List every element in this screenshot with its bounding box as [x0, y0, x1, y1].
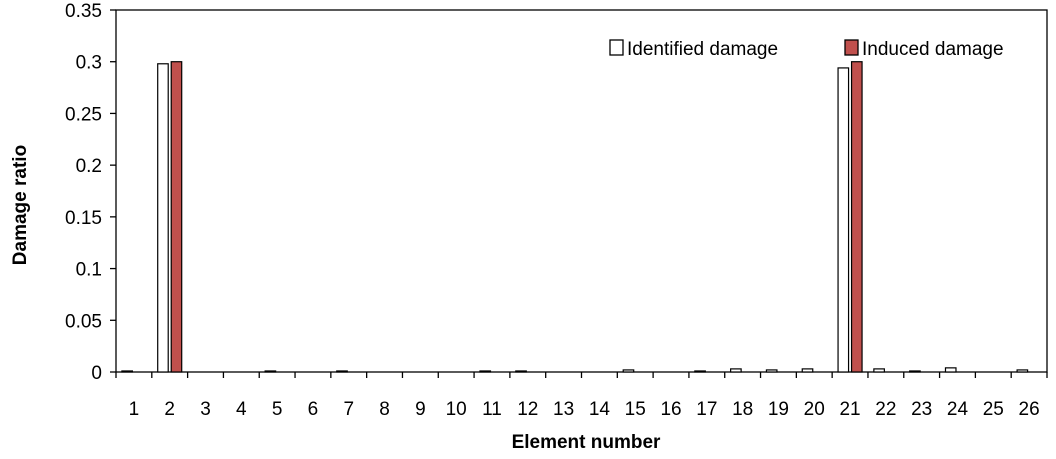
bar-identified-damage [479, 370, 492, 373]
x-tick-label: 18 [732, 399, 753, 420]
y-tick-label: 0.2 [76, 156, 102, 177]
y-tick-label: 0.25 [65, 104, 102, 125]
x-tick-label: 23 [911, 399, 932, 420]
bar-identified-damage [765, 369, 778, 373]
x-axis-title: Element number [512, 432, 661, 453]
bar-identified-damage [837, 67, 850, 373]
x-tick-label: 8 [379, 399, 390, 420]
legend-swatch-induced-damage [844, 39, 859, 56]
bar-induced-damage [170, 61, 183, 373]
x-tick-label: 22 [875, 399, 896, 420]
x-tick-label: 10 [446, 399, 467, 420]
x-tick-label: 15 [625, 399, 646, 420]
x-tick-label: 1 [129, 399, 140, 420]
bar-identified-damage [121, 370, 134, 373]
y-tick-label: 0 [91, 363, 102, 384]
x-tick-label: 6 [308, 399, 319, 420]
x-tick-label: 13 [553, 399, 574, 420]
x-tick-label: 11 [482, 399, 502, 420]
legend-label-identified-damage: Identified damage [627, 39, 778, 60]
y-axis-title: Damage ratio [10, 145, 31, 265]
legend-label-induced-damage: Induced damage [862, 39, 1004, 60]
x-tick-label: 21 [839, 399, 860, 420]
y-tick-label: 0.3 [76, 53, 102, 74]
bar-identified-damage [801, 368, 814, 373]
x-tick-label: 25 [983, 399, 1004, 420]
bar-identified-damage [1016, 369, 1029, 373]
x-tick-label: 7 [343, 399, 354, 420]
y-tick-label: 0.35 [65, 1, 102, 22]
y-tick-label: 0.05 [65, 311, 102, 332]
x-tick-label: 19 [768, 399, 789, 420]
y-tick-label: 0.1 [76, 260, 102, 281]
bar-identified-damage [515, 370, 527, 373]
bars [121, 61, 1029, 373]
x-tick-label: 17 [696, 399, 717, 420]
bar-identified-damage [944, 367, 957, 373]
plot-frame [115, 9, 1048, 373]
x-tick-label: 4 [236, 399, 247, 420]
x-tick-label: 12 [517, 399, 538, 420]
bar-induced-damage [850, 61, 863, 373]
bar-identified-damage [622, 369, 635, 373]
legend: Identified damage Induced damage [609, 39, 1004, 60]
bar-identified-damage [264, 370, 277, 373]
y-tick-label: 0.15 [65, 208, 102, 229]
x-tick-label: 2 [164, 399, 175, 420]
x-tick-label: 14 [589, 399, 611, 420]
bar-identified-damage [336, 370, 348, 373]
bar-identified-damage [909, 370, 921, 373]
x-tick-label: 5 [272, 399, 283, 420]
x-axis-ticks: 1 2 3 4 5 6 7 8 9 10 11 12 13 14 15 16 17 18 19 20 21 22 23 24 2… [115, 372, 1048, 420]
x-tick-label: 9 [415, 399, 426, 420]
bar-identified-damage [694, 370, 706, 373]
y-axis-ticks: 0 0.05 0.1 0.15 0.2 0.25 0.3 0.35 [65, 1, 116, 384]
x-tick-label: 3 [200, 399, 211, 420]
bar-identified-damage [730, 368, 742, 373]
bar-identified-damage [157, 63, 169, 373]
x-tick-label: 26 [1019, 399, 1040, 420]
plot-area [115, 9, 1048, 373]
legend-swatch-identified-damage [609, 39, 624, 56]
x-tick-label: 16 [660, 399, 681, 420]
x-tick-label: 24 [947, 399, 969, 420]
bar-identified-damage [873, 368, 885, 373]
x-tick-label: 20 [804, 399, 825, 420]
